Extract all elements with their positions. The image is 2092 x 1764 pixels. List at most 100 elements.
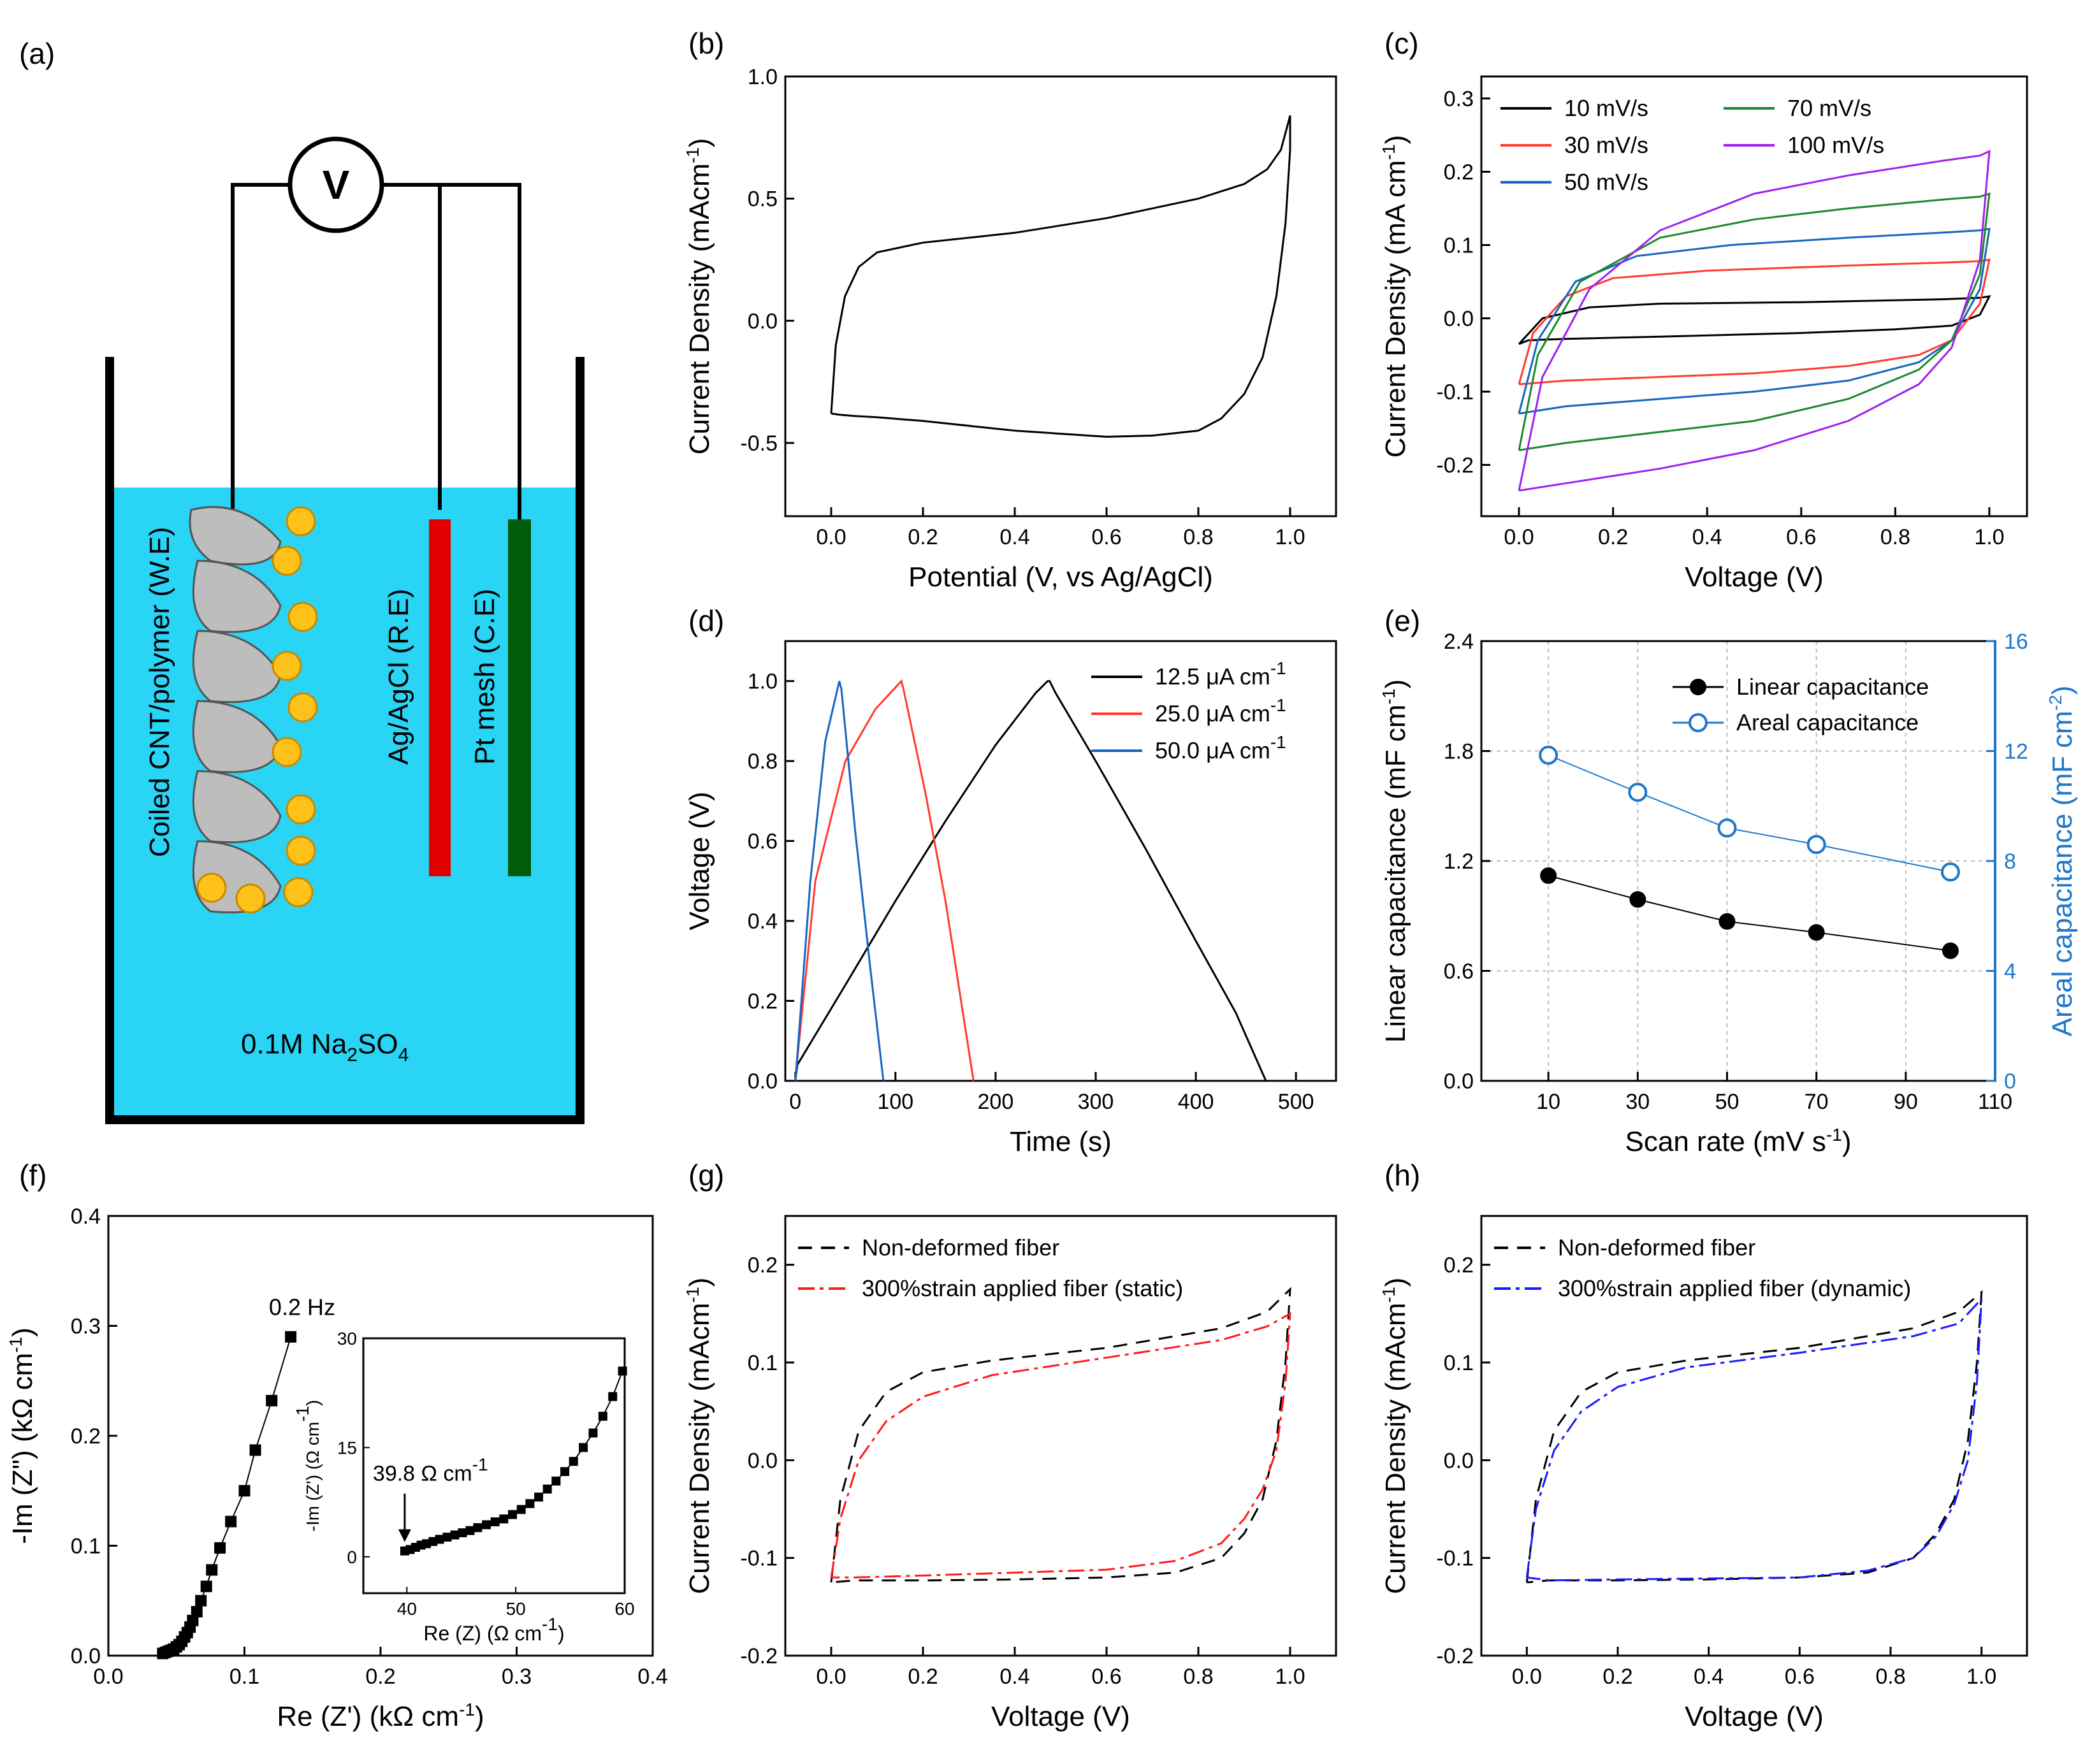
x-axis-label: Voltage (V) [1685, 561, 1824, 593]
working-electrode-label: Coiled CNT/polymer (W.E) [144, 527, 175, 857]
series-line-0 [1518, 295, 1991, 345]
series-line-0 [830, 1287, 1291, 1584]
y-axis-label-sup: -1 [1379, 689, 1398, 705]
wires [231, 183, 521, 519]
x-tick-label: 0.4 [999, 1665, 1029, 1689]
y-axis-label-tail: ) [1380, 679, 1411, 689]
y-axis-label-tail: ) [7, 1327, 38, 1337]
inset-annotation-sup: -1 [472, 1455, 488, 1475]
y-axis-label-main: Linear capacitance (mF cm [1380, 704, 1411, 1043]
inset-data-point [588, 1428, 598, 1438]
data-point [238, 1485, 251, 1497]
voltmeter-icon [287, 136, 384, 233]
series-line-3 [1518, 192, 1991, 451]
series-line-0 [1548, 875, 1951, 951]
y-tick-label: -0.2 [740, 1644, 778, 1668]
series-line-0 [163, 1336, 292, 1654]
inset-data-point [442, 1533, 452, 1542]
y2-tick-label: 0 [2004, 1069, 2016, 1094]
inset-frame [362, 1337, 626, 1594]
inset-data-point [542, 1484, 552, 1494]
x-axis-label: Scan rate (mV s-1) [1625, 1125, 1852, 1157]
y-axis-label-tail: ) [1380, 1278, 1411, 1287]
electrolyte-label: 0.1M Na2SO4 [241, 1029, 409, 1066]
inset-data-point [618, 1366, 627, 1376]
y-axis-label-sup: -1 [1379, 144, 1398, 160]
y-axis-label-sup: -1 [683, 147, 702, 163]
x-tick-label: 0.4 [1692, 525, 1722, 549]
y-tick-label: 1.0 [748, 670, 778, 694]
x-axis-label-sup: -1 [459, 1700, 475, 1719]
legend-item-1-label: 30 mV/s [1564, 132, 1648, 158]
y-tick-label: -0.2 [1436, 454, 1474, 478]
y-tick-label: 0.0 [748, 1449, 778, 1473]
y-axis-label-main: Current Density (mAcm [1380, 1303, 1411, 1594]
y-axis-label-sup: -1 [6, 1337, 25, 1353]
series-line-4 [1518, 149, 1991, 492]
inset-annotation-main: 39.8 Ω cm [373, 1462, 472, 1486]
x-axis-label: Potential (V, vs Ag/AgCl) [908, 561, 1213, 593]
data-point [1540, 867, 1557, 884]
legend-item-0-label: Linear capacitance [1736, 674, 1929, 700]
x-axis-label-sup: -1 [1826, 1125, 1842, 1145]
y2-tick-label: 4 [2004, 960, 2016, 984]
y-tick-label: 0.6 [748, 830, 778, 854]
y-tick-label: 0.3 [71, 1315, 101, 1339]
x-tick-label: 0.6 [1091, 1665, 1121, 1689]
inset-data-point [516, 1505, 526, 1514]
x-tick-label: 0.1 [229, 1665, 259, 1689]
panel-letter-d: (d) [688, 604, 724, 637]
inset-y-axis-label-main: -Im (Z') (Ω cm [303, 1422, 323, 1531]
y-tick-label: 0.4 [71, 1204, 101, 1229]
inset-data-point [598, 1412, 607, 1421]
frequency-annotation: 0.2 Hz [269, 1294, 335, 1320]
inset-x-axis-label: Re (Z) (Ω cm-1) [423, 1614, 564, 1645]
x-tick-label: 0.8 [1880, 525, 1910, 549]
y-axis-label: -Im (Z") (kΩ cm-1) [6, 1327, 38, 1544]
data-point [225, 1515, 237, 1528]
chart-panel-f: (f) 0.0 0.1 0.2 0.3 0.4 0.0 0.1 0.2 0.3 0.4 Re (Z')… [6, 1159, 668, 1732]
x-tick-label: 0 [789, 1090, 801, 1114]
y-axis-label-tail: ) [684, 138, 715, 148]
legend-item-1-label: Areal capacitance [1736, 709, 1919, 735]
series-line-1 [1518, 258, 1991, 386]
x-tick-label: 400 [1178, 1090, 1214, 1114]
y-axis-label: Current Density (mA cm-1) [1379, 135, 1411, 458]
series-line-2 [794, 681, 885, 1081]
chart-panel-c: (c) 0.0 0.2 0.4 0.6 0.8 1.0 -0.2 -0.1 0.0 0.1 0.2 0.… [1379, 27, 2028, 593]
y-tick-label: 2.4 [1444, 630, 1474, 654]
y2-axis-label-main: Areal capacitance (mF cm [2047, 711, 2078, 1036]
data-point [214, 1542, 226, 1554]
inset-data-point [499, 1514, 509, 1524]
legend-item-0-label: 10 mV/s [1564, 95, 1648, 121]
inset-data-point [534, 1493, 544, 1502]
x-tick-label: 1.0 [1275, 1665, 1305, 1689]
y-axis-label-main: Current Density (mA cm [1380, 160, 1411, 458]
counter-electrode [508, 519, 531, 876]
ion-dots [196, 506, 318, 914]
legend-item-4-label: 100 mV/s [1787, 132, 1884, 158]
inset-y-tick-label: 15 [337, 1438, 357, 1457]
y-tick-label: 0.0 [71, 1644, 101, 1668]
chart-panel-h: (h) 0.0 0.2 0.4 0.6 0.8 1.0 -0.2 -0.1 0.0 0.1 0.2 Vo… [1379, 1159, 2028, 1732]
y-axis-label: Voltage (V) [684, 792, 715, 930]
data-point [191, 1606, 203, 1617]
legend-item-2-label: 50 mV/s [1564, 169, 1648, 195]
x-tick-label: 0.4 [999, 525, 1029, 549]
x-tick-label: 0.3 [502, 1665, 532, 1689]
inset-y-tick-label: 0 [347, 1547, 357, 1567]
data-point [1808, 924, 1825, 941]
beaker [105, 357, 585, 1124]
x-tick-label: 1.0 [1275, 525, 1305, 549]
x-tick-label: 0.0 [816, 1665, 846, 1689]
x-tick-label: 0.6 [1091, 525, 1121, 549]
y-tick-label: 0.4 [748, 909, 778, 934]
series-line-1 [1548, 755, 1951, 873]
x-axis-label: Voltage (V) [991, 1701, 1130, 1732]
x-tick-label: 0.4 [1694, 1665, 1724, 1689]
legend-item-2-label-main: 50.0 μA cm [1155, 737, 1270, 763]
inset-data-point [450, 1530, 460, 1540]
y-tick-label: 0.0 [1444, 1449, 1474, 1473]
inset-x-axis-label-main: Re (Z) (Ω cm [423, 1622, 542, 1645]
x-axis-label: Re (Z') (kΩ cm-1) [277, 1700, 484, 1732]
